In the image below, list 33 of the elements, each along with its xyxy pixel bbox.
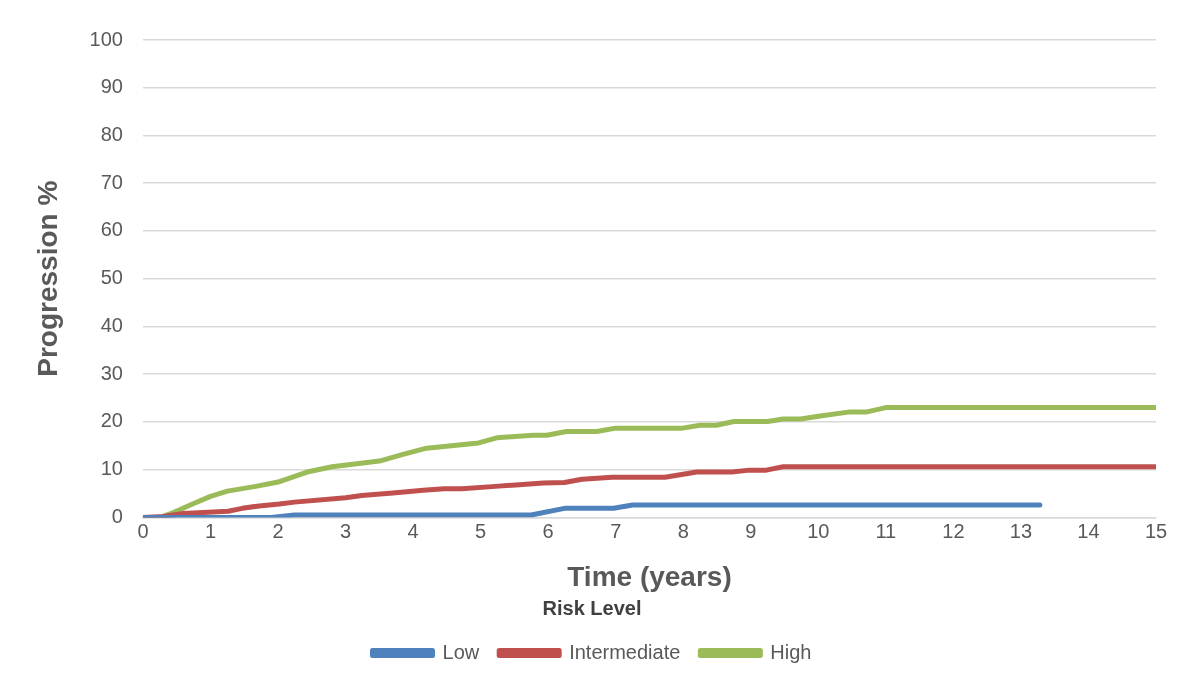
- x-tick-label: 15: [1144, 519, 1168, 542]
- legend-title: Risk Level: [542, 596, 642, 619]
- x-tick-label: 0: [137, 519, 149, 542]
- y-tick-label: 100: [89, 27, 123, 50]
- y-tick-label: 10: [100, 457, 123, 480]
- legend-label: Low: [442, 640, 480, 663]
- x-tick-label: 7: [610, 519, 622, 542]
- x-tick-label: 9: [745, 519, 757, 542]
- y-tick-label: 90: [100, 75, 123, 98]
- y-tick-label: 40: [100, 313, 123, 336]
- x-tick-label: 4: [407, 519, 419, 542]
- x-tick-label: 13: [1009, 519, 1033, 542]
- x-tick-label: 5: [475, 519, 487, 542]
- x-tick-label: 2: [272, 519, 284, 542]
- x-tick-label: 8: [677, 519, 689, 542]
- x-tick-label: 10: [807, 519, 830, 542]
- x-tick-label: 11: [875, 519, 897, 542]
- y-tick-label: 30: [100, 361, 123, 384]
- x-tick-label: 1: [204, 519, 217, 542]
- y-tick-label: 80: [100, 123, 123, 145]
- legend-label: Intermediate: [569, 640, 681, 663]
- x-tick-label: 12: [942, 519, 965, 542]
- y-tick-label: 50: [100, 266, 123, 289]
- x-axis-title: Time (years): [567, 560, 732, 592]
- y-axis-title: Progression %: [31, 180, 63, 377]
- y-tick-label: 0: [111, 504, 123, 527]
- y-tick-label: 70: [100, 170, 123, 193]
- y-tick-label: 20: [100, 409, 123, 432]
- y-tick-label: 60: [100, 218, 123, 241]
- x-tick-label: 6: [542, 519, 554, 542]
- legend-label: High: [770, 640, 812, 663]
- x-tick-label: 14: [1077, 519, 1100, 542]
- x-tick-label: 3: [340, 519, 352, 542]
